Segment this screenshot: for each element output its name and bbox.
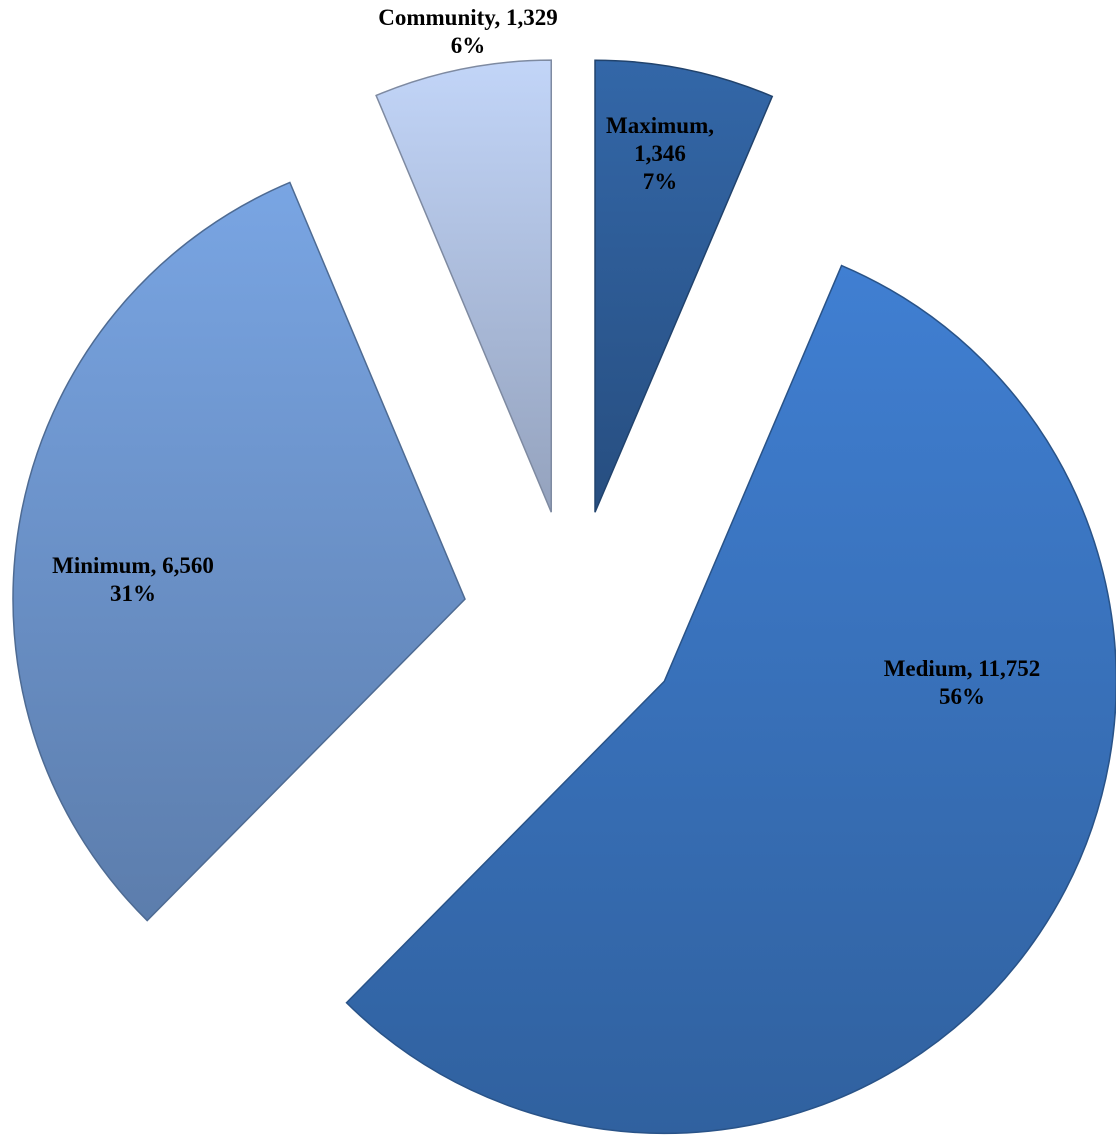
value-label: 1,346	[634, 141, 686, 166]
value-label: 11,752	[978, 656, 1041, 681]
data-label: Community1,329 6%	[328, 4, 608, 60]
category-name: Medium	[884, 656, 979, 681]
category-name: Maximum	[606, 113, 714, 138]
data-label: Maximum 1,346 7%	[585, 112, 735, 196]
percentage-label: 31%	[110, 581, 156, 606]
pie-slice	[345, 264, 1116, 1135]
pie-slice	[594, 59, 774, 513]
value-label: 6,560	[162, 553, 214, 578]
pie-slice	[375, 59, 553, 513]
percentage-label: 56%	[939, 684, 985, 709]
category-name: Community	[378, 5, 506, 30]
data-label: Medium11,752 56%	[832, 655, 1092, 711]
pie-slice	[12, 181, 466, 922]
category-name: Minimum	[52, 553, 162, 578]
percentage-label: 7%	[642, 169, 678, 194]
value-label: 1,329	[506, 5, 558, 30]
percentage-label: 6%	[450, 33, 486, 58]
